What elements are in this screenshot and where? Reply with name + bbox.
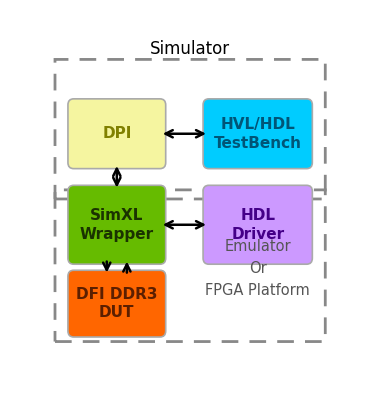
Text: HVL/HDL
TestBench: HVL/HDL TestBench [214,117,302,151]
FancyBboxPatch shape [68,185,166,264]
FancyBboxPatch shape [68,99,166,169]
Text: DPI: DPI [102,126,131,141]
Text: DFI DDR3
DUT: DFI DDR3 DUT [76,287,158,320]
Text: Emulator
Or
FPGA Platform: Emulator Or FPGA Platform [205,239,310,298]
Text: SimXL
Wrapper: SimXL Wrapper [80,208,154,242]
Text: Simulator: Simulator [150,40,230,58]
FancyBboxPatch shape [68,270,166,337]
FancyBboxPatch shape [203,185,312,264]
FancyBboxPatch shape [203,99,312,169]
Text: HDL
Driver: HDL Driver [231,208,284,242]
